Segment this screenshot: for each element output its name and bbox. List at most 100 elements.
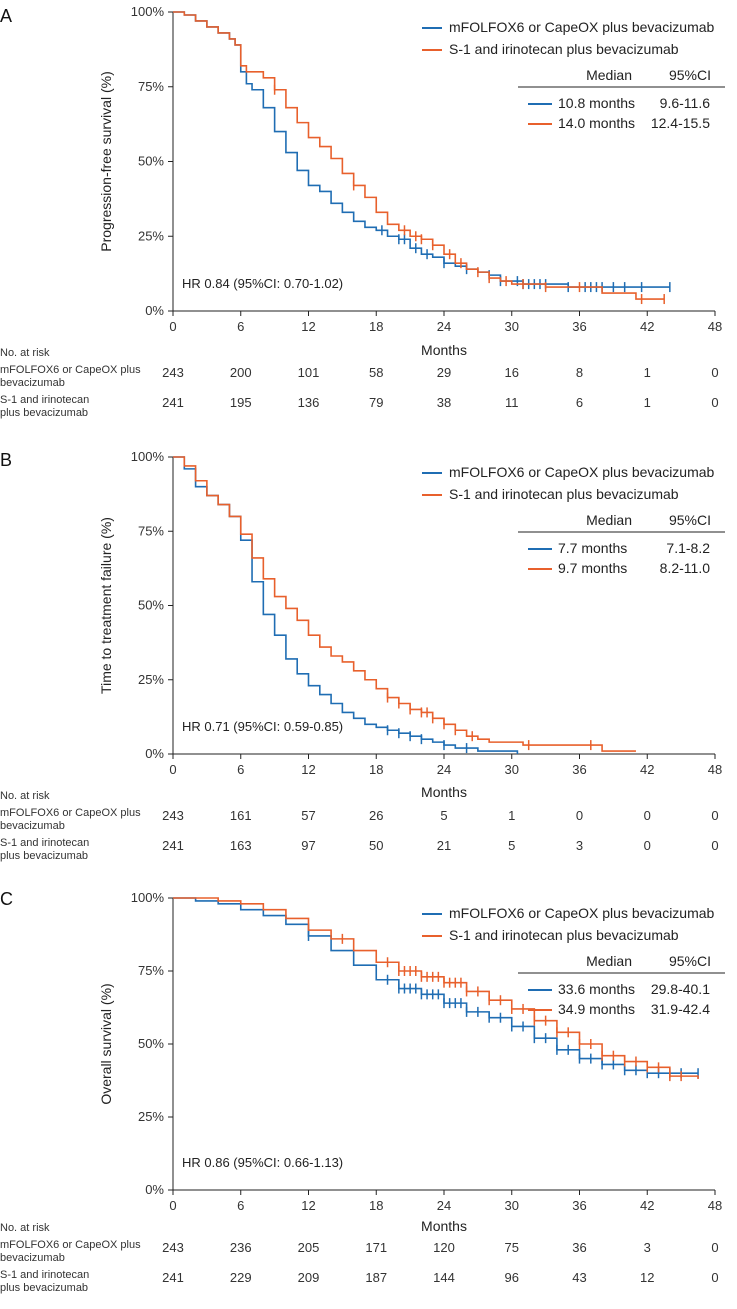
risk-count: 229 <box>230 1270 252 1285</box>
x-axis-title: Months <box>421 784 467 800</box>
risk-table: No. at risk mFOLFOX6 or CapeOX plusbevaci… <box>0 1222 719 1294</box>
km-curve-orange <box>173 456 636 752</box>
legend-header-ci: 95%CI <box>669 953 711 969</box>
legend-ci-value: 7.1-8.2 <box>666 540 710 556</box>
y-tick-label: 0% <box>145 746 164 761</box>
legend-label: mFOLFOX6 or CapeOX plus bevacizumab <box>449 464 715 480</box>
risk-count: 171 <box>365 1240 387 1255</box>
risk-count: 241 <box>162 1270 184 1285</box>
y-tick-label: 0% <box>145 1182 164 1197</box>
risk-count: 0 <box>711 1270 718 1285</box>
legend: mFOLFOX6 or CapeOX plus bevacizumab S-1 a… <box>422 464 725 576</box>
x-tick-label: 36 <box>572 1198 586 1213</box>
risk-row-label: mFOLFOX6 or CapeOX plus <box>0 807 141 819</box>
risk-count: 5 <box>508 838 515 853</box>
risk-count: 1 <box>644 365 651 380</box>
risk-count: 50 <box>369 838 383 853</box>
panel-c: C0%25%50%75%100%0 6 12 18 24 30 36 42 48MonthsOv… <box>0 889 725 1294</box>
panel-b: B0%25%50%75%100%0 6 12 18 24 30 36 42 48MonthsTi… <box>0 449 725 862</box>
risk-count: 8 <box>576 365 583 380</box>
risk-count: 187 <box>365 1270 387 1285</box>
x-tick-label: 36 <box>572 319 586 334</box>
x-tick-label: 0 <box>169 1198 176 1213</box>
risk-row-label: plus bevacizumab <box>0 850 88 862</box>
risk-row-label: plus bevacizumab <box>0 407 88 419</box>
legend-median-value: 9.7 months <box>558 560 627 576</box>
legend-ci-value: 29.8-40.1 <box>651 981 710 997</box>
risk-row-label: bevacizumab <box>0 1252 65 1264</box>
legend-header-ci: 95%CI <box>669 67 711 83</box>
risk-row-label: plus bevacizumab <box>0 1282 88 1294</box>
risk-count: 209 <box>298 1270 320 1285</box>
legend-header-median: Median <box>586 953 632 969</box>
legend-ci-value: 31.9-42.4 <box>651 1001 710 1017</box>
y-tick-label: 25% <box>138 228 164 243</box>
legend-header-median: Median <box>586 67 632 83</box>
hazard-ratio-text: HR 0.71 (95%CI: 0.59-0.85) <box>182 719 343 734</box>
risk-table: No. at risk mFOLFOX6 or CapeOX plusbevaci… <box>0 347 719 419</box>
x-tick-label: 24 <box>437 762 451 777</box>
x-tick-label: 30 <box>505 1198 519 1213</box>
panel-a: A0%25%50%75%100%0 6 12 18 24 30 36 42 48MonthsPr… <box>0 4 725 419</box>
y-tick-label: 50% <box>138 1036 164 1051</box>
risk-table-title: No. at risk <box>0 347 50 359</box>
y-tick-label: 50% <box>138 598 164 613</box>
risk-count: 0 <box>644 808 651 823</box>
x-tick-label: 24 <box>437 1198 451 1213</box>
y-tick-label: 100% <box>131 449 165 464</box>
risk-count: 3 <box>644 1240 651 1255</box>
legend-ci-value: 8.2-11.0 <box>660 560 711 576</box>
legend-median-value: 7.7 months <box>558 540 627 556</box>
panel-letter: A <box>0 6 12 26</box>
legend-ci-value: 12.4-15.5 <box>651 115 710 131</box>
legend-label: mFOLFOX6 or CapeOX plus bevacizumab <box>449 905 715 921</box>
legend-label: S-1 and irinotecan plus bevacizumab <box>449 486 679 502</box>
legend-label: S-1 and irinotecan plus bevacizumab <box>449 927 679 943</box>
risk-count: 29 <box>437 365 451 380</box>
x-tick-label: 24 <box>437 319 451 334</box>
x-tick-label: 48 <box>708 319 722 334</box>
legend-median-value: 14.0 months <box>558 115 635 131</box>
risk-count: 241 <box>162 395 184 410</box>
risk-count: 6 <box>576 395 583 410</box>
x-tick-label: 12 <box>301 319 315 334</box>
risk-count: 97 <box>301 838 315 853</box>
risk-row-label: bevacizumab <box>0 820 65 832</box>
x-tick-label: 12 <box>301 762 315 777</box>
risk-table-title: No. at risk <box>0 1222 50 1234</box>
x-tick-label: 18 <box>369 319 383 334</box>
legend-median-value: 10.8 months <box>558 95 635 111</box>
legend-median-value: 34.9 months <box>558 1001 635 1017</box>
risk-row-label: S-1 and irinotecan <box>0 837 89 849</box>
x-tick-label: 0 <box>169 319 176 334</box>
x-tick-label: 0 <box>169 762 176 777</box>
risk-count: 75 <box>505 1240 519 1255</box>
x-tick-label: 36 <box>572 762 586 777</box>
risk-table-title: No. at risk <box>0 790 50 802</box>
risk-count: 26 <box>369 808 383 823</box>
hazard-ratio-text: HR 0.86 (95%CI: 0.66-1.13) <box>182 1155 343 1170</box>
risk-row-label: mFOLFOX6 or CapeOX plus <box>0 364 141 376</box>
legend-ci-value: 9.6-11.6 <box>660 95 711 111</box>
risk-count: 3 <box>576 838 583 853</box>
risk-count: 0 <box>711 395 718 410</box>
risk-count: 0 <box>711 1240 718 1255</box>
x-tick-label: 42 <box>640 762 654 777</box>
y-tick-label: 0% <box>145 303 164 318</box>
x-tick-label: 6 <box>237 762 244 777</box>
x-tick-label: 6 <box>237 319 244 334</box>
risk-count: 11 <box>505 395 519 410</box>
y-tick-label: 25% <box>138 1109 164 1124</box>
panel-letter: C <box>0 889 13 909</box>
y-axis-title: Time to treatment failure (%) <box>98 517 114 694</box>
x-axis-title: Months <box>421 342 467 358</box>
risk-count: 243 <box>162 808 184 823</box>
x-tick-label: 12 <box>301 1198 315 1213</box>
y-axis-title: Progression-free survival (%) <box>98 71 114 252</box>
y-tick-label: 100% <box>131 890 165 905</box>
risk-count: 0 <box>711 365 718 380</box>
risk-count: 1 <box>508 808 515 823</box>
y-tick-label: 25% <box>138 672 164 687</box>
x-tick-label: 18 <box>369 762 383 777</box>
